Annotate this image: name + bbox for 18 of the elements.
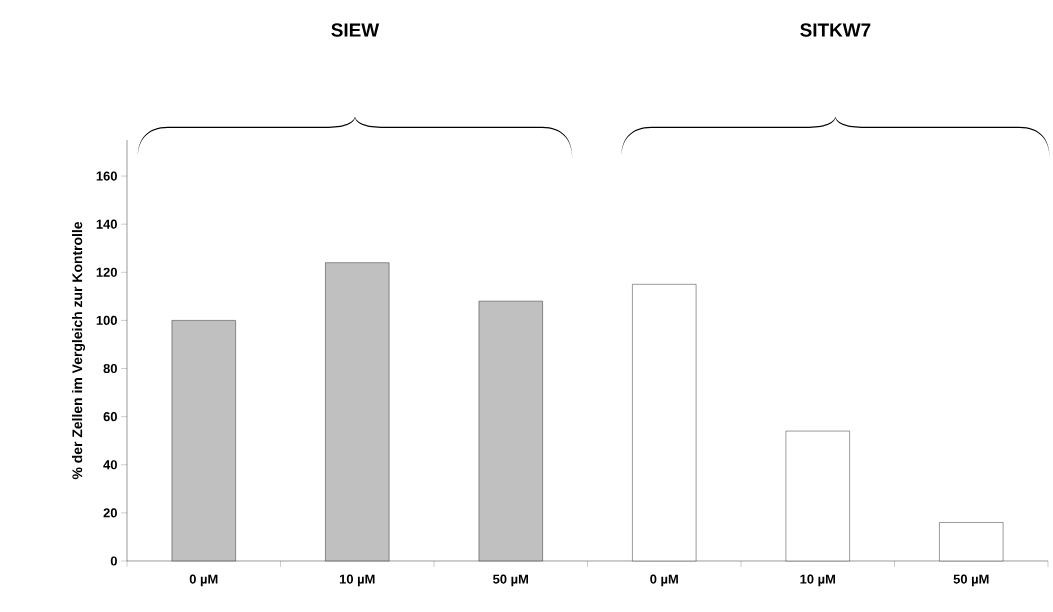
- x-tick-label: 10 µM: [339, 574, 375, 587]
- x-tick-label: 10 µM: [800, 574, 836, 587]
- y-tick-label: 140: [96, 219, 117, 229]
- y-tick-label: 20: [103, 508, 117, 518]
- y-tick-label: 60: [103, 412, 117, 422]
- y-tick-label: 40: [103, 460, 117, 470]
- text: SITKW7: [800, 23, 871, 37]
- y-axis-title: % der Zellen im Vergleich zur Kontrolle: [71, 221, 86, 480]
- y-tick-label: 100: [96, 315, 117, 325]
- text: SIEW: [331, 23, 380, 37]
- y-tick-label: 80: [103, 363, 117, 374]
- y-tick-label: 120: [96, 267, 117, 277]
- x-tick-label: 0 µM: [189, 574, 218, 587]
- x-tick-label: 50 µM: [953, 574, 989, 587]
- y-tick-label: 0: [110, 556, 117, 566]
- x-tick-label: 0 µM: [650, 574, 678, 587]
- y-tick-label: 160: [96, 171, 117, 181]
- x-tick-label: 50 µM: [493, 574, 528, 587]
